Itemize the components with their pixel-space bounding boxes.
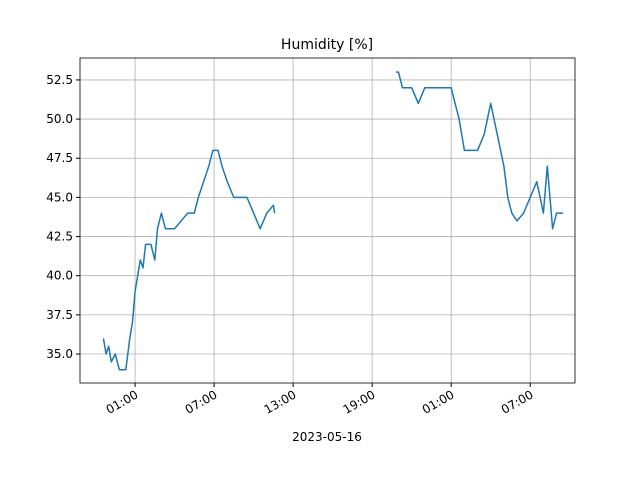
y-tick-label: 42.5 (46, 230, 73, 244)
chart-title: Humidity [%] (281, 37, 373, 53)
data-line (102, 71, 564, 371)
y-tick-label: 47.5 (46, 151, 73, 165)
y-tick-label: 45.0 (46, 190, 73, 204)
y-tick-label: 40.0 (46, 269, 73, 283)
y-tick-label: 50.0 (46, 112, 73, 126)
y-tick-label: 52.5 (46, 73, 73, 87)
y-tick-label: 35.0 (46, 347, 73, 361)
plot-frame (79, 57, 576, 384)
y-tick-label: 37.5 (46, 308, 73, 322)
x-axis-label: 2023-05-16 (292, 430, 362, 444)
